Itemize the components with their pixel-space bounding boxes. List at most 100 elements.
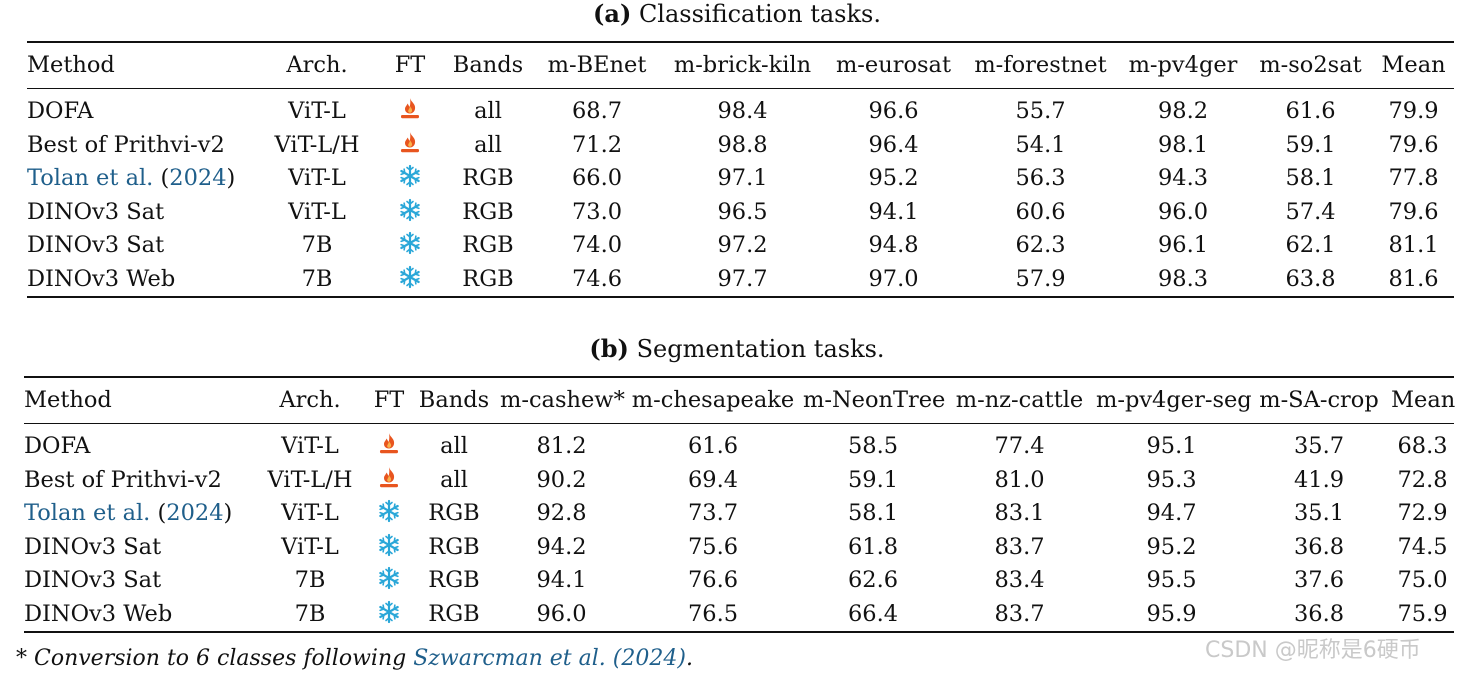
footnote-text: Conversion to 6 classes following [34, 646, 414, 671]
arch-cell: ViT-L [281, 433, 339, 459]
value-cell: 66.4 [847, 600, 899, 627]
snowflake-icon [379, 533, 399, 556]
column-header-method: Method [24, 387, 112, 413]
value-cell: 95.9 [1146, 600, 1197, 627]
bands-cell: RGB [462, 232, 514, 258]
bands-cell: RGB [462, 265, 514, 292]
bands-cell: RGB [428, 600, 480, 627]
value-cell: 96.0 [536, 600, 587, 627]
value-cell: 95.3 [1146, 466, 1197, 493]
value-cell: 72.8 [1397, 466, 1448, 493]
table-a-caption-label: (a) [593, 0, 632, 28]
footnote: * Conversion to 6 classes following Szwa… [16, 644, 693, 674]
bands-cell: all [474, 98, 502, 124]
fire-icon [380, 433, 398, 454]
citation-year-link[interactable]: 2024 [166, 500, 224, 526]
value-cell: 73.7 [687, 500, 739, 526]
value-cell: 56.3 [1015, 165, 1066, 191]
citation-year-link[interactable]: 2024 [169, 165, 227, 191]
value-cell: 62.1 [1285, 232, 1336, 258]
value-cell: 54.1 [1015, 131, 1066, 158]
value-cell: 62.6 [847, 567, 899, 593]
table-a-caption: (a) Classification tasks. [0, 0, 1474, 28]
ft-cell [370, 531, 408, 565]
value-cell: 96.1 [1157, 232, 1209, 258]
method-cell: DINOv3 Web [24, 600, 173, 627]
footnote-end: . [685, 646, 693, 671]
value-cell: 55.7 [1015, 98, 1066, 124]
footnote-citation-link[interactable]: Szwarcman et al. (2024) [413, 646, 686, 671]
method-cell: DOFA [27, 98, 94, 124]
value-cell: 95.1 [1146, 433, 1197, 459]
ft-cell [370, 464, 408, 498]
value-cell: 76.6 [687, 567, 739, 593]
value-cell: 98.2 [1157, 98, 1209, 124]
arch-cell: ViT-L [288, 165, 346, 191]
value-cell: 98.1 [1157, 131, 1209, 158]
value-cell: 97.7 [717, 265, 768, 292]
ft-cell [370, 424, 408, 464]
ft-cell [377, 229, 443, 263]
value-cell: 77.8 [1388, 165, 1439, 191]
arch-cell: ViT-L [281, 533, 339, 560]
value-cell: 81.2 [536, 433, 587, 459]
method-cell: DINOv3 Sat [27, 198, 165, 225]
citation-link[interactable]: Tolan et al. [27, 165, 161, 191]
arch-cell: 7B [301, 232, 333, 258]
arch-cell: 7B [301, 265, 333, 292]
value-cell: 79.9 [1388, 98, 1439, 124]
value-cell: 97.0 [868, 265, 919, 292]
value-cell: 83.7 [994, 533, 1045, 560]
column-header-m-pv4ger: m-pv4ger [1128, 52, 1238, 78]
method-cell: DINOv3 Sat [24, 567, 162, 593]
value-cell: 69.4 [687, 466, 739, 493]
value-cell: 94.8 [868, 232, 919, 258]
value-cell: 72.9 [1397, 500, 1448, 526]
value-cell: 95.2 [1146, 533, 1197, 560]
column-header-m-eurosat: m-eurosat [835, 52, 952, 78]
value-cell: 94.3 [1157, 165, 1209, 191]
value-cell: 63.8 [1285, 265, 1336, 292]
snowflake-icon [400, 198, 420, 221]
fire-icon [401, 131, 419, 152]
value-cell: 57.4 [1285, 198, 1336, 225]
column-header-m-brick-kiln: m-brick-kiln [673, 52, 812, 78]
column-header-arch: Arch. [286, 52, 348, 78]
value-cell: 58.5 [847, 433, 899, 459]
value-cell: 94.7 [1146, 500, 1197, 526]
column-header-mean: Mean [1381, 52, 1446, 78]
snowflake-icon [400, 265, 420, 288]
table-row: DINOv3 Web 7B RGB 96.0 76.5 66.4 83.7 95.9 36.8 7… [24, 598, 1454, 633]
arch-cell: ViT-L [281, 500, 339, 526]
value-cell: 96.5 [717, 198, 768, 225]
value-cell: 96.6 [868, 98, 919, 124]
value-cell: 71.2 [571, 131, 623, 158]
method-cell: Best of Prithvi-v2 [24, 466, 222, 493]
bands-cell: all [474, 131, 502, 158]
column-header-mean: Mean [1391, 387, 1456, 413]
value-cell: 41.9 [1293, 466, 1345, 493]
method-cell: DOFA [24, 433, 91, 459]
value-cell: 73.0 [571, 198, 623, 225]
ft-cell [370, 497, 408, 531]
column-header-m-chesapeake: m-chesapeake [631, 387, 795, 413]
value-cell: 90.2 [536, 466, 587, 493]
table-row: Best of Prithvi-v2 ViT-L/H all 90.2 69.4 59.1… [24, 464, 1454, 498]
column-header-m-forestnet: m-forestnet [974, 52, 1107, 78]
citation-link[interactable]: Tolan et al. [24, 500, 158, 526]
column-header-m-so2sat: m-so2sat [1259, 52, 1362, 78]
arch-cell: ViT-L [288, 98, 346, 124]
ft-cell [370, 598, 408, 633]
value-cell: 81.6 [1388, 265, 1439, 292]
value-cell: 60.6 [1015, 198, 1066, 225]
method-cell: DINOv3 Sat [24, 533, 162, 560]
value-cell: 75.0 [1397, 567, 1448, 593]
method-cell: DINOv3 Sat [27, 232, 165, 258]
value-cell: 97.1 [717, 165, 768, 191]
value-cell: 79.6 [1388, 131, 1439, 158]
value-cell: 83.7 [994, 600, 1045, 627]
table-row: Best of Prithvi-v2 ViT-L/H all 71.2 98.8 96.4… [27, 129, 1454, 163]
table-b-caption: (b) Segmentation tasks. [0, 335, 1474, 364]
bands-cell: all [440, 466, 468, 493]
value-cell: 59.1 [847, 466, 899, 493]
